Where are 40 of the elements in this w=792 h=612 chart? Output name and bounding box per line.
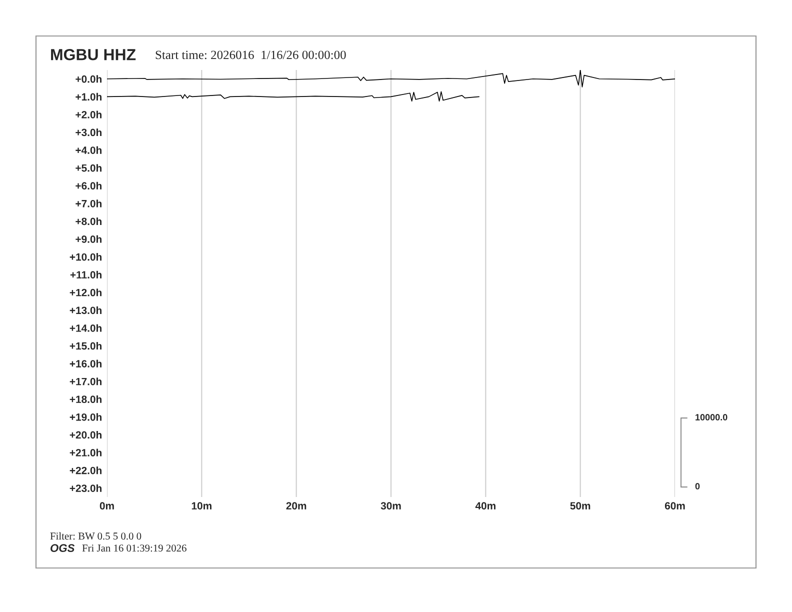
y-tick-label: +10.0h (70, 253, 102, 261)
y-tick-label: +6.0h (76, 182, 102, 190)
x-tick-label: 40m (475, 502, 496, 510)
y-tick-label: +7.0h (76, 200, 102, 208)
y-tick-label: +19.0h (70, 413, 102, 421)
y-tick-label: +5.0h (76, 164, 102, 172)
y-tick-label: +14.0h (70, 324, 102, 332)
y-tick-label: +17.0h (70, 378, 102, 386)
chart-subtitle: Start time: 2026016 1/16/26 00:00:00 (156, 50, 346, 60)
line-series (107, 70, 675, 88)
y-tick-label: +8.0h (76, 217, 102, 226)
text: Fri Jan 16 01:39:19 2026 (82, 544, 186, 552)
y-tick-label: +11.0h (70, 270, 102, 278)
chart-title: MGBU HHZ (51, 48, 136, 60)
y-tick-label: +12.0h (70, 288, 102, 296)
text: OGS (50, 544, 75, 552)
text: 0 (695, 483, 700, 490)
y-tick-label: +4.0h (76, 146, 102, 154)
y-tick-label: +3.0h (76, 128, 102, 136)
y-tick-label: +9.0h (76, 235, 102, 243)
y-tick-label: +20.0h (70, 430, 102, 439)
x-tick-label: 10m (192, 502, 212, 510)
x-tick-label: 30m (380, 502, 401, 510)
y-tick-label: +0.0h (76, 75, 102, 83)
y-tick-label: +2.0h (76, 110, 102, 118)
line-series (107, 91, 480, 102)
y-tick-label: +16.0h (70, 360, 102, 368)
x-tick-label: 20m (286, 502, 306, 510)
y-tick-label: +18.0h (70, 395, 102, 404)
y-tick-label: +15.0h (70, 342, 102, 350)
x-tick-label: 0m (100, 502, 114, 510)
y-tick-label: +23.0h (70, 484, 102, 492)
y-tick-label: +21.0h (70, 448, 102, 456)
x-tick-label: 50m (570, 502, 590, 510)
y-tick-label: +1.0h (76, 92, 102, 101)
text: 10000.0 (696, 414, 728, 420)
text: Filter: BW 0.5 5 0.0 0 (50, 532, 142, 540)
x-tick-label: 60m (664, 502, 685, 510)
y-tick-label: +22.0h (70, 466, 102, 474)
y-tick-label: +13.0h (70, 306, 102, 314)
